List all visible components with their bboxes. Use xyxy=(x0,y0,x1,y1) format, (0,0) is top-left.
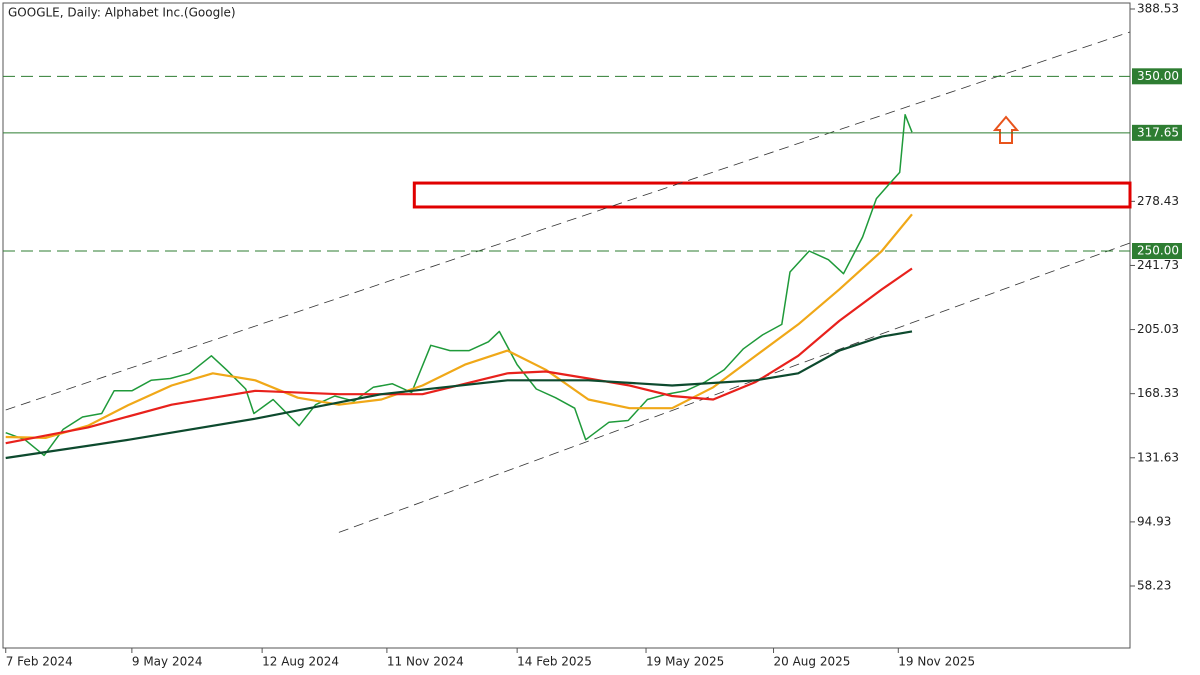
price-level-label: 250.00 xyxy=(1137,244,1179,258)
y-tick-label: 241.73 xyxy=(1137,258,1179,272)
y-tick-label: 205.03 xyxy=(1137,322,1179,336)
x-tick-label: 9 May 2024 xyxy=(132,655,203,669)
x-tick-label: 7 Feb 2024 xyxy=(6,655,73,669)
x-tick-label: 19 May 2025 xyxy=(646,655,724,669)
x-tick-label: 12 Aug 2024 xyxy=(262,655,339,669)
price-level-box xyxy=(1132,124,1182,141)
x-tick-label: 19 Nov 2025 xyxy=(898,655,975,669)
y-tick-label: 58.23 xyxy=(1137,579,1171,593)
x-tick-label: 20 Aug 2025 xyxy=(774,655,851,669)
price-level-box xyxy=(1132,243,1182,260)
price-line xyxy=(5,113,913,457)
x-tick-label: 14 Feb 2025 xyxy=(517,655,592,669)
channel-line xyxy=(5,31,1131,411)
up-arrow xyxy=(992,115,1020,144)
moving-average xyxy=(5,267,913,445)
y-tick-label: 131.63 xyxy=(1137,450,1179,464)
moving-average xyxy=(5,330,913,460)
y-tick-label: 388.53 xyxy=(1137,2,1179,16)
plot-frame xyxy=(2,2,1131,649)
channel-line xyxy=(338,242,1131,533)
resistance-zone xyxy=(412,181,1132,209)
y-tick-label: 278.43 xyxy=(1137,194,1179,208)
x-tick-label: 11 Nov 2024 xyxy=(387,655,464,669)
price-level-box xyxy=(1132,68,1182,85)
price-level-label: 317.65 xyxy=(1137,125,1179,139)
y-tick-label: 94.93 xyxy=(1137,514,1171,528)
chart-title: GOOGLE, Daily: Alphabet Inc.(Google) xyxy=(8,6,236,20)
price-level-label: 350.00 xyxy=(1137,69,1179,83)
moving-average xyxy=(5,213,913,439)
y-tick-label: 168.33 xyxy=(1137,386,1179,400)
